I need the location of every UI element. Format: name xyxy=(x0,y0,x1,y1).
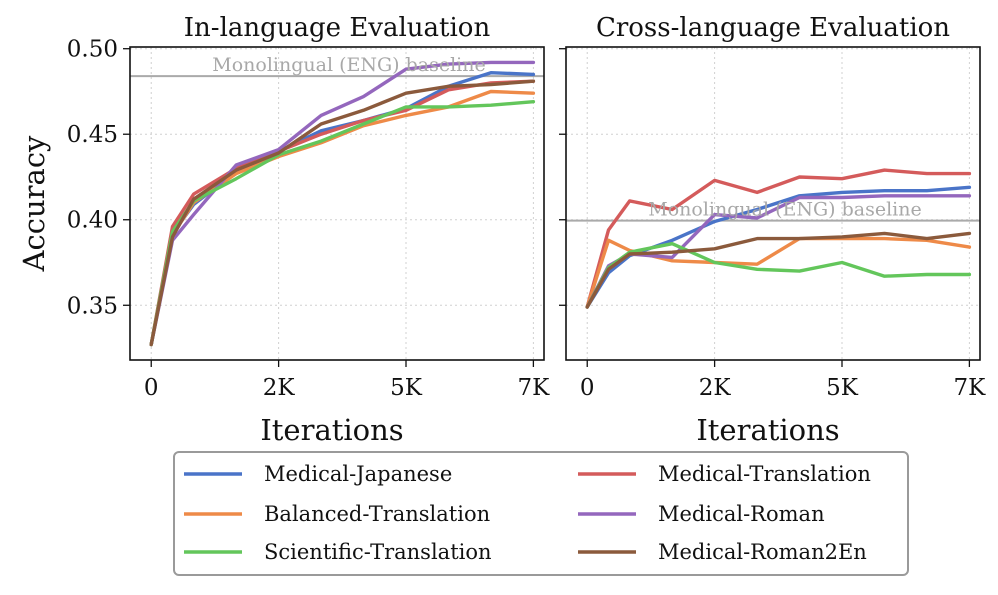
panel1-x-tick-label-1: 2K xyxy=(263,375,296,401)
panel1-series-medical-roman2en xyxy=(149,79,536,347)
panel1-series-medical-japanese xyxy=(149,70,536,347)
panel1-series-medical-translation xyxy=(149,79,536,347)
legend-label-scientific-translation: Scientific-Translation xyxy=(264,540,492,564)
panel2-series-medical-japanese xyxy=(585,185,972,309)
legend-label-medical-roman2en: Medical-Roman2En xyxy=(658,540,867,564)
panel2-x-axis-title: Iterations xyxy=(696,413,839,447)
panel2-series-medical-roman2en xyxy=(585,231,972,309)
panel1-frame xyxy=(129,46,545,361)
legend-box xyxy=(173,451,909,576)
panel2-frame xyxy=(565,46,981,361)
panel2-x-tick-label-1: 2K xyxy=(699,375,732,401)
panel1-x-tick-label-0: 0 xyxy=(144,375,159,401)
panel2-title: Cross-language Evaluation xyxy=(596,13,950,43)
panel1-baseline-label: Monolingual (ENG) baseline xyxy=(212,54,485,76)
panel1-series-medical-roman xyxy=(149,60,536,347)
panel1-y-tick-label-3: 0.50 xyxy=(67,37,118,63)
panel2-series-medical-translation xyxy=(585,168,972,309)
legend-label-medical-japanese: Medical-Japanese xyxy=(264,462,452,486)
panel1-x-tick-label-3: 7K xyxy=(517,375,550,401)
panel1-y-tick-label-2: 0.45 xyxy=(67,122,118,148)
panel2-x-tick-label-3: 7K xyxy=(953,375,986,401)
panel1-series-balanced-translation xyxy=(149,89,536,347)
panel1-y-axis-title: Accuracy xyxy=(17,135,51,272)
panel2-series-balanced-translation xyxy=(585,236,972,309)
panel1-y-tick-label-1: 0.40 xyxy=(67,208,118,234)
panel1-title: In-language Evaluation xyxy=(184,13,491,43)
panel2-x-tick-label-2: 5K xyxy=(826,375,859,401)
panel1-y-tick-label-0: 0.35 xyxy=(67,293,118,319)
panel1-x-tick-label-2: 5K xyxy=(390,375,423,401)
panel1-series-scientific-translation xyxy=(149,99,536,347)
panel1-x-axis-title: Iterations xyxy=(260,413,403,447)
panel2-baseline-label: Monolingual (ENG) baseline xyxy=(648,199,921,221)
legend-label-balanced-translation: Balanced-Translation xyxy=(264,502,490,526)
panel2-x-tick-label-0: 0 xyxy=(580,375,595,401)
legend-label-medical-roman: Medical-Roman xyxy=(658,502,825,526)
legend-label-medical-translation: Medical-Translation xyxy=(658,462,871,486)
